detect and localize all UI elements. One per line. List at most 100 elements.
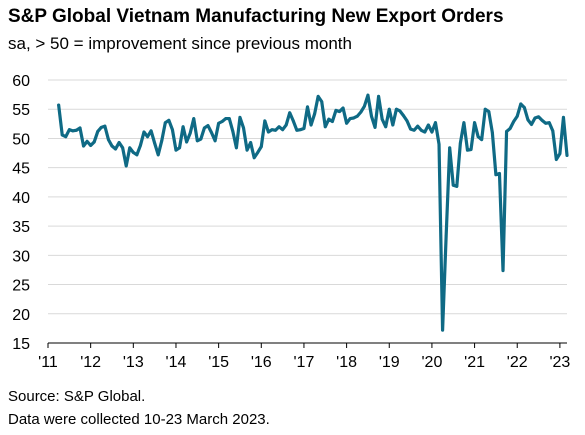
y-tick-label: 40 bbox=[12, 190, 30, 207]
y-tick-label: 25 bbox=[12, 278, 30, 295]
data-point bbox=[384, 125, 388, 129]
data-point bbox=[298, 128, 302, 132]
data-point bbox=[345, 121, 348, 125]
data-point bbox=[227, 117, 231, 120]
data-point bbox=[394, 107, 398, 111]
data-point bbox=[558, 152, 562, 156]
data-point bbox=[153, 141, 157, 145]
data-point bbox=[501, 269, 505, 272]
data-point bbox=[235, 146, 238, 150]
data-point bbox=[267, 130, 270, 134]
data-point bbox=[487, 110, 491, 113]
data-point bbox=[306, 105, 309, 109]
data-point bbox=[327, 117, 331, 121]
data-point bbox=[423, 130, 427, 134]
series-line-0 bbox=[57, 93, 569, 332]
data-point bbox=[213, 139, 217, 143]
data-point bbox=[544, 121, 548, 125]
data-point bbox=[473, 121, 476, 125]
data-point bbox=[181, 125, 185, 129]
data-point bbox=[92, 140, 96, 144]
y-tick-label: 20 bbox=[12, 307, 30, 324]
data-point bbox=[430, 130, 434, 134]
source-note: Source: S&P Global. bbox=[8, 388, 146, 405]
x-tick-label: '23 bbox=[549, 354, 570, 371]
data-point bbox=[526, 118, 530, 122]
data-point bbox=[135, 153, 139, 157]
data-point bbox=[114, 147, 117, 151]
data-point bbox=[71, 129, 75, 133]
data-point bbox=[537, 115, 540, 119]
data-point bbox=[270, 128, 274, 132]
y-tick-label: 60 bbox=[12, 73, 30, 90]
data-point bbox=[195, 139, 199, 143]
data-point bbox=[217, 121, 221, 125]
data-point bbox=[458, 141, 462, 145]
data-point bbox=[110, 144, 114, 148]
data-point bbox=[466, 148, 469, 152]
x-tick-label: '11 bbox=[38, 354, 58, 371]
x-tick-label: '21 bbox=[464, 354, 485, 371]
data-point bbox=[562, 116, 565, 119]
data-point bbox=[391, 123, 395, 127]
collection-note: Data were collected 10-23 March 2023. bbox=[8, 411, 270, 428]
data-point bbox=[160, 139, 164, 143]
data-point bbox=[370, 114, 373, 118]
data-point bbox=[494, 173, 498, 177]
data-point bbox=[117, 141, 121, 144]
data-point bbox=[551, 129, 555, 133]
data-point bbox=[252, 156, 256, 160]
data-point bbox=[67, 128, 71, 132]
data-point bbox=[249, 141, 253, 144]
data-point bbox=[416, 124, 420, 128]
data-point bbox=[291, 119, 295, 123]
data-point bbox=[107, 138, 110, 142]
x-tick-label: '18 bbox=[336, 354, 357, 371]
data-point bbox=[142, 130, 146, 134]
series-layer bbox=[57, 93, 569, 332]
x-tick-label: '17 bbox=[294, 354, 315, 371]
data-point bbox=[231, 130, 235, 133]
data-point bbox=[377, 94, 380, 98]
data-point bbox=[455, 184, 459, 188]
data-point bbox=[330, 120, 334, 123]
data-point bbox=[288, 111, 292, 115]
y-tick-label: 50 bbox=[12, 131, 30, 148]
data-point bbox=[263, 119, 267, 123]
y-axis: 15 20 25 30 35 40 45 50 55 60 bbox=[12, 73, 30, 353]
x-tick-label: '20 bbox=[421, 354, 442, 371]
data-point bbox=[139, 144, 142, 147]
y-tick-label: 15 bbox=[12, 336, 30, 353]
data-point bbox=[522, 106, 526, 109]
data-point bbox=[238, 116, 242, 119]
data-point bbox=[82, 144, 85, 148]
data-point bbox=[437, 142, 441, 146]
data-point bbox=[444, 234, 448, 238]
data-point bbox=[96, 130, 100, 133]
data-point bbox=[398, 109, 402, 113]
data-point bbox=[295, 128, 299, 132]
chart-subtitle: sa, > 50 = improvement since previous mo… bbox=[8, 34, 352, 53]
x-tick-label: '16 bbox=[251, 354, 272, 371]
data-point bbox=[121, 146, 125, 150]
data-point bbox=[75, 128, 78, 132]
data-point bbox=[124, 164, 128, 168]
data-point bbox=[565, 153, 569, 157]
data-point bbox=[338, 110, 341, 113]
data-point bbox=[490, 131, 494, 135]
data-point bbox=[320, 100, 324, 104]
x-tick-label: '12 bbox=[80, 354, 101, 371]
data-point bbox=[323, 125, 327, 129]
data-point bbox=[203, 126, 206, 130]
x-tick-label: '19 bbox=[379, 354, 400, 371]
x-axis: '11 '12 '13 '14 '15 '16 '17 '18 '19 '20 '21 '22 '23 bbox=[38, 342, 570, 371]
data-point bbox=[441, 328, 444, 332]
data-point bbox=[64, 135, 68, 139]
data-point bbox=[281, 128, 285, 132]
data-point bbox=[171, 128, 174, 132]
data-point bbox=[163, 121, 167, 125]
y-tick-label: 30 bbox=[12, 248, 30, 265]
data-point bbox=[409, 127, 412, 131]
data-point bbox=[380, 117, 384, 121]
